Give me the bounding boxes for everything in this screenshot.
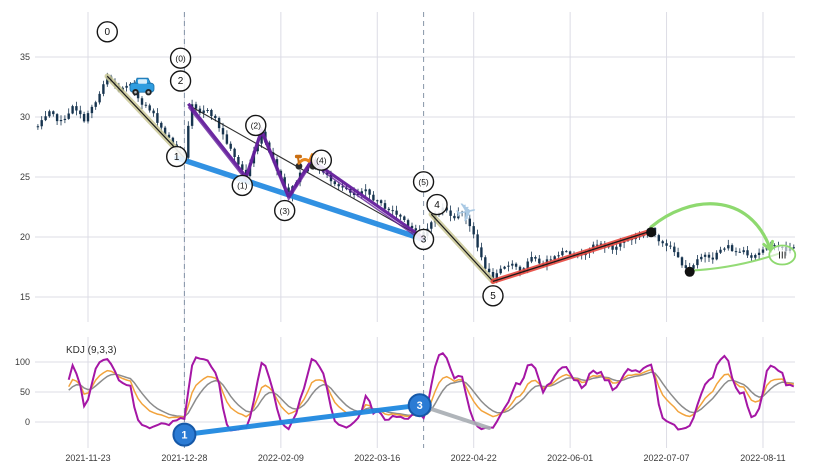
wave-label-2: (2) <box>245 114 267 137</box>
wave-label-2: 2 <box>169 70 192 92</box>
svg-text:0: 0 <box>105 27 111 38</box>
purple-zigzag-echo <box>187 106 425 243</box>
svg-text:1: 1 <box>181 430 187 442</box>
svg-text:2: 2 <box>178 76 184 87</box>
plane-icon: ✈ <box>452 195 480 229</box>
kdj-blue-trend-line <box>181 402 423 438</box>
trend-center-line <box>430 213 494 282</box>
wave-label-1: 1 <box>166 145 188 168</box>
wave-label-1: (1) <box>231 174 253 197</box>
red-trend-center-line <box>492 230 652 283</box>
svg-text:5: 5 <box>490 291 496 302</box>
price-tick-label: 15 <box>20 292 30 302</box>
svg-text:3: 3 <box>421 235 427 246</box>
kdj-marker-3: 3 <box>407 393 432 418</box>
vehicle-icons: ✈ <box>129 77 480 229</box>
svg-text:4: 4 <box>434 200 440 211</box>
price-tick-label: 30 <box>20 112 30 122</box>
price-tick-label: 20 <box>20 232 30 242</box>
svg-text:III: III <box>778 251 786 262</box>
kdj-k-line <box>68 368 794 419</box>
svg-text:(3): (3) <box>280 206 291 216</box>
svg-text:(2): (2) <box>251 121 262 131</box>
svg-text:✈: ✈ <box>452 195 480 229</box>
car-icon <box>129 77 155 96</box>
date-tick-label: 2021-12-28 <box>161 453 207 463</box>
date-tick-label: 2021-11-23 <box>65 453 110 463</box>
kdj-tick-label: 0 <box>25 417 30 427</box>
wave-label-4: 4 <box>426 193 448 216</box>
wave-label-5: 5 <box>482 285 504 307</box>
wave-label-0: 0 <box>96 21 118 43</box>
svg-text:3: 3 <box>417 400 423 412</box>
date-tick-label: 2022-04-22 <box>451 453 497 463</box>
green-support-line <box>688 252 780 272</box>
wave-label-3: (3) <box>274 199 296 222</box>
date-tick-label: 2022-08-11 <box>740 453 785 463</box>
svg-text:(4): (4) <box>316 155 327 165</box>
date-tick-label: 2022-03-16 <box>354 453 400 463</box>
svg-text:(5): (5) <box>418 177 429 187</box>
wave-label-3: 3 <box>412 228 435 251</box>
blue-trend-line <box>173 155 427 243</box>
wave-label-0: (0) <box>169 47 192 69</box>
svg-text:(1): (1) <box>237 181 248 191</box>
svg-text:1: 1 <box>174 152 180 163</box>
kdj-j-line <box>67 352 795 432</box>
kdj-tick-label: 50 <box>20 387 30 397</box>
kdj-marker-1: 1 <box>172 422 197 447</box>
date-tick-label: 2022-07-07 <box>644 453 690 463</box>
price-tick-label: 25 <box>20 172 30 182</box>
date-tick-label: 2022-06-01 <box>547 453 593 463</box>
kdj-indicator-label: KDJ (9,3,3) <box>66 345 117 356</box>
svg-text:(0): (0) <box>175 53 186 63</box>
wave-target-iii: III <box>768 244 797 266</box>
date-tick-label: 2022-02-09 <box>258 453 304 463</box>
green-projection-arrow <box>649 202 773 252</box>
kdj-gray-segment <box>417 403 492 430</box>
trend-overlays <box>104 73 780 285</box>
kdj-tick-label: 100 <box>15 357 30 367</box>
wave-labels: 0 (0) 2 1 (1) (2) (3) (4) (5) 4 3 5 III <box>96 21 797 307</box>
pivot-dot <box>646 227 657 238</box>
pivot-dot <box>684 266 695 277</box>
price-tick-label: 35 <box>20 52 30 62</box>
wave-label-5: (5) <box>412 171 435 193</box>
purple-zigzag <box>187 102 425 240</box>
trend-center-line <box>106 75 185 159</box>
wave-label-4: (4) <box>310 149 333 171</box>
kdj-markers: 13 <box>172 393 492 447</box>
